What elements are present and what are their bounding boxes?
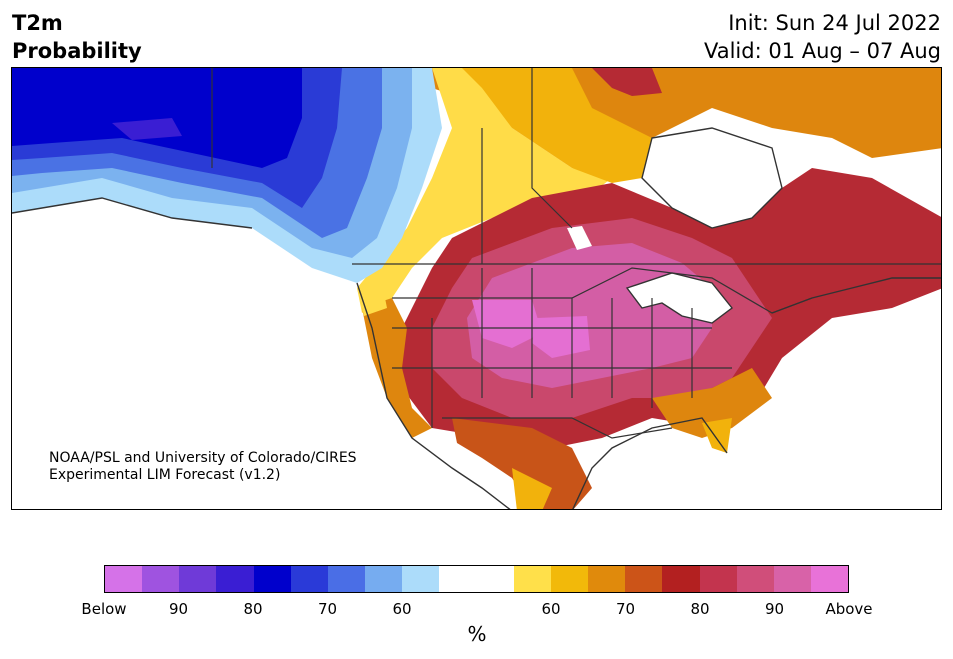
- credit-line-2: Experimental LIM Forecast (v1.2): [49, 467, 281, 483]
- colorbar-cell: [327, 566, 366, 592]
- western-canada-gold: [462, 68, 652, 183]
- colorbar-tick-label: 70: [317, 600, 338, 618]
- title-type: Probability: [12, 39, 142, 63]
- colorbar-cell: [699, 566, 737, 592]
- colorbar-cell: [179, 566, 217, 592]
- colorbar-cell: [625, 566, 663, 592]
- central-us-pink: [467, 243, 712, 388]
- central-us-magenta: [472, 300, 542, 348]
- colorbar-cell: [588, 566, 626, 592]
- alaska-cold-violet: [112, 118, 182, 140]
- colorbar-tick-label: 60: [541, 600, 561, 618]
- colorbar-cell: [216, 566, 254, 592]
- title-variable: T2m: [12, 11, 63, 35]
- coastlines: [12, 127, 941, 509]
- florida-gold: [702, 418, 732, 453]
- arctic-red-region: [592, 68, 662, 96]
- colorbar-tick-label: 70: [615, 600, 636, 618]
- map-canvas: [12, 68, 941, 509]
- lake-winnipeg-water: [567, 226, 592, 250]
- alaska-cold-deep: [12, 68, 302, 168]
- colorbar-cell: [810, 566, 849, 592]
- colorbar-cell: [662, 566, 700, 592]
- colorbar-cell: [736, 566, 774, 592]
- colorbar-tick-label: 90: [764, 600, 785, 618]
- west-coast-yellow: [357, 283, 387, 316]
- mexico-gold: [512, 468, 552, 509]
- colorbar-cell: [439, 566, 477, 592]
- colorbar-cell: [105, 566, 143, 592]
- colorbar-tick-label: Above: [825, 600, 873, 618]
- colorbar-cell: [402, 566, 440, 592]
- data-credit: NOAA/PSL and University of Colorado/CIRE…: [49, 450, 357, 484]
- colorbar-tick-label: Below: [81, 600, 127, 618]
- colorbar-cell: [476, 566, 514, 592]
- colorbar-tick-label: 60: [392, 600, 412, 618]
- colorbar-cell: [253, 566, 291, 592]
- credit-line-1: NOAA/PSL and University of Colorado/CIRE…: [49, 450, 357, 466]
- init-date: Init: Sun 24 Jul 2022: [728, 11, 941, 35]
- colorbar-unit-label: %: [467, 622, 487, 646]
- colorbar-cell: [550, 566, 589, 592]
- colorbar-cell: [773, 566, 811, 592]
- valid-period: Valid: 01 Aug – 07 Aug: [703, 39, 941, 63]
- colorbar-cell: [142, 566, 180, 592]
- colorbar-cell: [513, 566, 551, 592]
- mexico-warm: [452, 418, 592, 509]
- colorbar-cell: [290, 566, 328, 592]
- probability-colorbar: [104, 565, 849, 593]
- southeast-orange: [652, 368, 772, 438]
- central-us-magenta-2: [532, 316, 590, 358]
- forecast-dates: Init: Sun 24 Jul 2022 Valid: 01 Aug – 07…: [704, 9, 941, 65]
- colorbar-tick-label: 80: [690, 600, 710, 618]
- chart-title: T2m Probability: [12, 9, 142, 65]
- hudson-bay-water: [642, 128, 782, 228]
- probability-map: [11, 67, 942, 510]
- colorbar-tick-label: 90: [168, 600, 189, 618]
- great-lakes-water: [627, 273, 732, 323]
- colorbar-cell: [365, 566, 403, 592]
- western-canada-yellow: [357, 68, 612, 313]
- colorbar-tick-label: 80: [243, 600, 263, 618]
